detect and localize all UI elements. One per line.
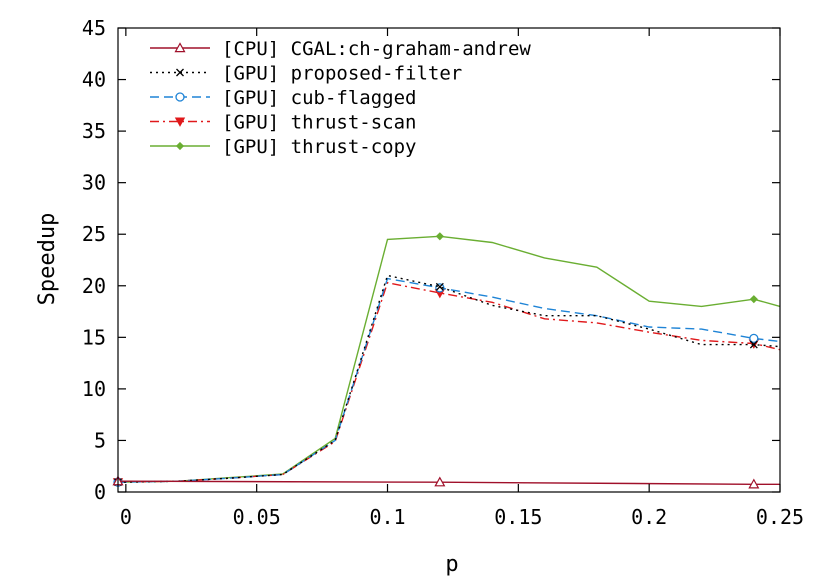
x-axis-label: p — [445, 552, 458, 577]
legend-label: [GPU] cub-flagged — [222, 87, 416, 109]
legend-label: [GPU] proposed-filter — [222, 63, 462, 85]
series-line — [117, 274, 781, 483]
data-point-marker — [748, 478, 760, 489]
data-point-marker — [749, 295, 758, 304]
plot-layer — [112, 232, 781, 489]
data-point-marker — [749, 333, 759, 344]
legend-entry: [GPU] thrust-scan — [150, 112, 416, 134]
tick-layer: 0 0.05 0.1 0.15 0.2 0.25 0 5 10 15 20 25 30 35 40 45 — [82, 16, 804, 529]
series-line — [117, 480, 780, 485]
legend-entry: [GPU] proposed-filter — [150, 63, 462, 85]
x-tick-label: 0.15 — [494, 505, 542, 529]
legend-marker — [176, 68, 184, 77]
legend-entry: [CPU] CGAL:ch-graham-andrew — [150, 38, 531, 60]
y-tick-label: 35 — [82, 119, 106, 143]
data-point-marker — [434, 476, 446, 487]
data-point-marker — [749, 340, 758, 349]
legend-marker — [174, 42, 186, 53]
y-tick-label: 25 — [82, 222, 106, 246]
series-line — [117, 277, 781, 483]
y-tick-label: 15 — [82, 325, 106, 349]
y-tick-label: 40 — [82, 68, 106, 92]
x-tick-label: 0 — [120, 505, 132, 529]
y-axis-label: Speedup — [35, 213, 60, 306]
y-tick-label: 5 — [94, 428, 106, 452]
legend-label: [GPU] thrust-copy — [222, 136, 416, 158]
y-tick-label: 20 — [82, 274, 106, 298]
legend-entry: [GPU] cub-flagged — [150, 87, 416, 109]
x-tick-label: 0.1 — [369, 505, 405, 529]
y-tick-label: 10 — [82, 377, 106, 401]
x-tick-label: 0.05 — [233, 505, 281, 529]
legend-entry: [GPU] thrust-copy — [150, 136, 416, 158]
y-tick-label: 30 — [82, 171, 106, 195]
data-point-marker — [435, 282, 444, 291]
x-tick-label: 0.25 — [756, 505, 804, 529]
data-point-marker — [435, 232, 444, 241]
y-tick-label: 45 — [82, 16, 106, 40]
legend-marker — [175, 141, 185, 151]
x-tick-label: 0.2 — [631, 505, 667, 529]
y-tick-label: 0 — [94, 480, 106, 504]
plot-frame — [117, 27, 781, 493]
legend-label: [CPU] CGAL:ch-graham-andrew — [222, 38, 531, 60]
legend-marker — [174, 117, 186, 127]
legend: [CPU] CGAL:ch-graham-andrew [GPU] propose… — [150, 38, 531, 158]
legend-marker — [175, 92, 185, 102]
legend-label: [GPU] thrust-scan — [222, 112, 416, 134]
